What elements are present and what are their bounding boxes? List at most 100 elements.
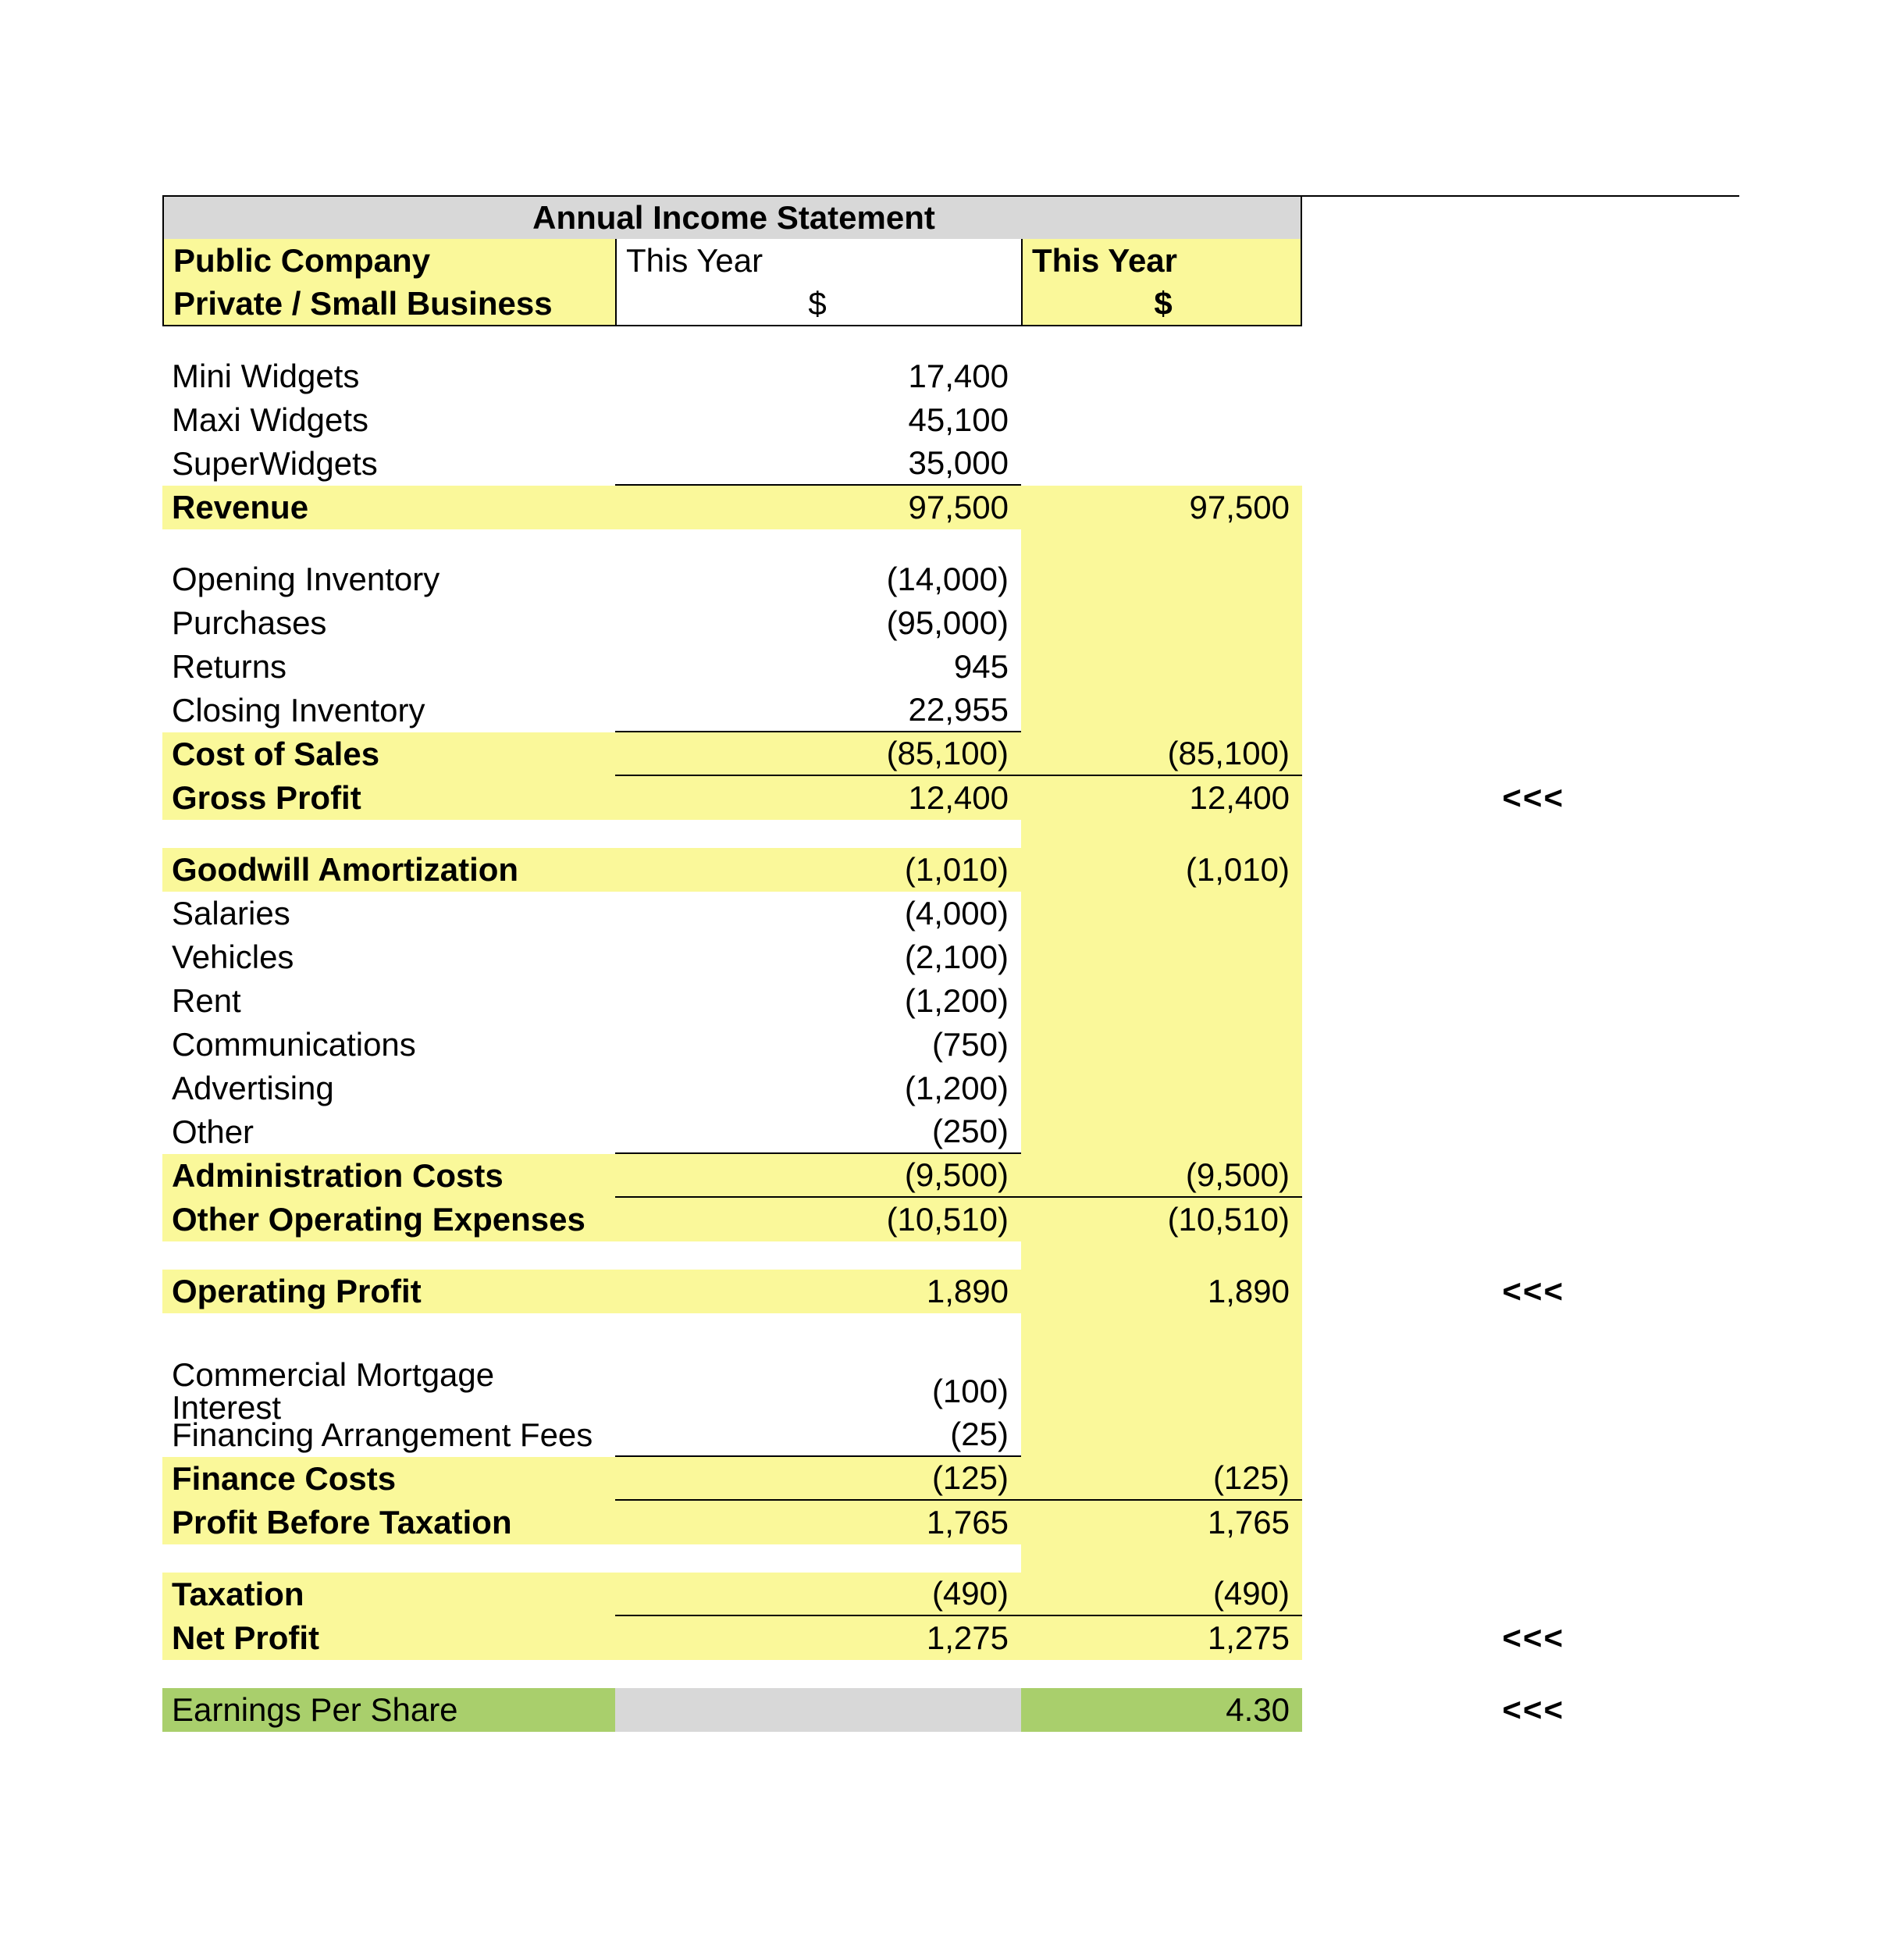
row-total-label: Administration Costs	[162, 1154, 615, 1198]
row-label: Advertising	[162, 1067, 615, 1110]
row-total-label: Taxation	[162, 1573, 615, 1616]
row-marker	[1302, 820, 1568, 848]
row-col2-value: 97,500	[1021, 486, 1302, 529]
row-col2-value: 1,275	[1021, 1616, 1302, 1660]
row-label: Returns	[162, 645, 615, 689]
row-col1-value: 1,765	[615, 1501, 1021, 1544]
row-label: Purchases	[162, 601, 615, 645]
row-col1-value: (85,100)	[615, 732, 1021, 776]
table-row: Purchases(95,000)	[162, 601, 1904, 645]
row-label: Financing Arrangement Fees	[162, 1413, 615, 1457]
row-col1-value	[615, 529, 1021, 557]
row-col2-value: 4.30	[1021, 1688, 1302, 1732]
row-marker: <<<	[1302, 1688, 1568, 1732]
row-col1-value: 97,500	[615, 486, 1021, 529]
row-marker	[1302, 1341, 1568, 1370]
row-col1-value: (25)	[615, 1413, 1021, 1457]
row-label: Closing Inventory	[162, 689, 615, 732]
header-row-2: Private / Small Business $ $	[162, 283, 1904, 326]
row-marker	[1302, 645, 1568, 689]
row-label: Commercial Mortgage Interest	[162, 1370, 615, 1413]
row-col2-value	[1021, 1067, 1302, 1110]
row-col1-value: (10,510)	[615, 1198, 1021, 1241]
row-col2-value: 12,400	[1021, 776, 1302, 820]
row-col2-value: (1,010)	[1021, 848, 1302, 892]
header-col2-period: This Year	[1021, 239, 1302, 283]
row-col1-value: 945	[615, 645, 1021, 689]
row-col2-value	[1021, 326, 1302, 354]
row-total-label: Net Profit	[162, 1616, 615, 1660]
row-label: Mini Widgets	[162, 354, 615, 398]
row-col1-value: 35,000	[615, 442, 1021, 486]
header-row-1: Public Company This Year This Year	[162, 239, 1904, 283]
row-marker	[1302, 557, 1568, 601]
row-col1-value: 22,955	[615, 689, 1021, 732]
row-label	[162, 1313, 615, 1341]
row-col1-value: (490)	[615, 1573, 1021, 1616]
row-total-label: Operating Profit	[162, 1270, 615, 1313]
table-row: Advertising(1,200)	[162, 1067, 1904, 1110]
row-col2-value	[1021, 1660, 1302, 1688]
row-marker	[1302, 354, 1568, 398]
row-marker	[1302, 529, 1568, 557]
table-row: Vehicles(2,100)	[162, 935, 1904, 979]
row-col2-value	[1021, 601, 1302, 645]
table-row: Earnings Per Share4.30<<<	[162, 1688, 1904, 1732]
row-marker	[1302, 979, 1568, 1023]
row-label	[162, 1660, 615, 1688]
table-row: Communications(750)	[162, 1023, 1904, 1067]
row-col1-value: (1,200)	[615, 979, 1021, 1023]
row-marker: <<<	[1302, 776, 1568, 820]
spacer-row	[162, 1544, 1904, 1573]
header-col2-currency: $	[1021, 283, 1302, 326]
row-label: SuperWidgets	[162, 442, 615, 486]
row-col2-value	[1021, 689, 1302, 732]
row-label	[162, 1544, 615, 1573]
row-col2-value: 1,765	[1021, 1501, 1302, 1544]
row-marker	[1302, 732, 1568, 776]
row-marker	[1302, 601, 1568, 645]
row-label: Rent	[162, 979, 615, 1023]
row-col2-value	[1021, 557, 1302, 601]
row-col2-value: (85,100)	[1021, 732, 1302, 776]
row-col1-value: (2,100)	[615, 935, 1021, 979]
row-col1-value	[615, 1241, 1021, 1270]
row-col1-value: 45,100	[615, 398, 1021, 442]
row-col2-value: (9,500)	[1021, 1154, 1302, 1198]
row-marker	[1302, 689, 1568, 732]
spacer-row	[162, 1660, 1904, 1688]
table-row: Goodwill Amortization(1,010)(1,010)	[162, 848, 1904, 892]
row-col2-value	[1021, 529, 1302, 557]
row-marker	[1302, 1023, 1568, 1067]
row-col1-value	[615, 1544, 1021, 1573]
row-marker	[1302, 1573, 1568, 1616]
row-col2-value	[1021, 1544, 1302, 1573]
row-total-label: Finance Costs	[162, 1457, 615, 1501]
row-marker: <<<	[1302, 1270, 1568, 1313]
row-col1-value: (750)	[615, 1023, 1021, 1067]
row-marker	[1302, 1110, 1568, 1154]
row-label: Communications	[162, 1023, 615, 1067]
row-col2-value: (10,510)	[1021, 1198, 1302, 1241]
row-label: Other	[162, 1110, 615, 1154]
row-col1-value: (9,500)	[615, 1154, 1021, 1198]
row-label	[162, 326, 615, 354]
row-col2-value	[1021, 1413, 1302, 1457]
row-col2-value	[1021, 820, 1302, 848]
row-col1-value: 17,400	[615, 354, 1021, 398]
row-marker	[1302, 1067, 1568, 1110]
table-row: Taxation(490)(490)	[162, 1573, 1904, 1616]
row-col2-value	[1021, 1110, 1302, 1154]
row-total-label: Goodwill Amortization	[162, 848, 615, 892]
table-row: Administration Costs(9,500)(9,500)	[162, 1154, 1904, 1198]
spacer-row	[162, 1313, 1904, 1341]
row-col1-value: 1,275	[615, 1616, 1021, 1660]
table-row: Salaries(4,000)	[162, 892, 1904, 935]
header-col1-currency: $	[615, 283, 1021, 326]
row-total-label: Cost of Sales	[162, 732, 615, 776]
row-col2-value	[1021, 354, 1302, 398]
row-col2-value	[1021, 935, 1302, 979]
title-row: Annual Income Statement	[162, 195, 1904, 239]
row-col1-value: 12,400	[615, 776, 1021, 820]
row-marker	[1302, 892, 1568, 935]
